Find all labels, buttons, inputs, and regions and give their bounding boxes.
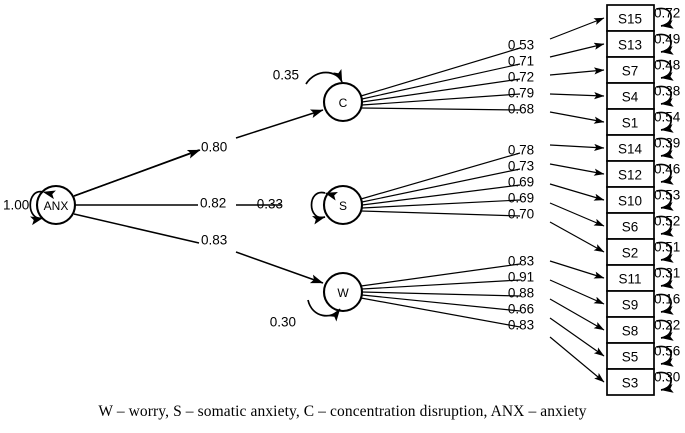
loading-paths-w: 0.83 0.91 0.88 0.66 0.83 xyxy=(360,254,605,383)
indicator-s2-label: S2 xyxy=(622,246,639,261)
loading-c-s4: 0.79 xyxy=(508,86,534,101)
residual-loop-w: 0.30 xyxy=(270,299,341,330)
structural-path-anx-to-w: 0.83 xyxy=(73,213,324,284)
indicator-s8: S8 0.22 xyxy=(606,316,680,344)
residual-w-label: 0.30 xyxy=(270,315,296,330)
indicator-s9: S9 0.16 xyxy=(606,290,680,318)
structural-path-anx-to-c: 0.80 xyxy=(73,109,324,197)
variance-loop-anx: 1.00 xyxy=(3,190,56,226)
indicator-s9-label: S9 xyxy=(622,298,639,313)
indicator-s6: S6 0.52 xyxy=(606,212,680,240)
structural-loading-w: 0.83 xyxy=(201,233,227,248)
indicator-s12: S12 0.46 xyxy=(606,160,680,188)
indicator-s10: S10 0.53 xyxy=(606,186,680,214)
indicator-s15-label: S15 xyxy=(618,12,642,27)
indicator-s3: S3 0.30 xyxy=(606,368,680,396)
residual-s15-label: 0.72 xyxy=(654,6,680,21)
residual-s4-label: 0.38 xyxy=(654,84,680,99)
loading-w-s11: 0.83 xyxy=(508,254,534,269)
residual-s12-label: 0.46 xyxy=(654,162,680,177)
residual-s10-label: 0.53 xyxy=(654,188,680,203)
residual-s9-label: 0.16 xyxy=(654,292,680,307)
loading-w-s5: 0.66 xyxy=(508,302,534,317)
indicator-s11: S11 0.31 xyxy=(606,264,680,292)
loading-s-s6: 0.69 xyxy=(508,191,534,206)
variance-anx-label: 1.00 xyxy=(3,198,29,213)
indicator-s12-label: S12 xyxy=(618,168,642,183)
loading-w-s8: 0.88 xyxy=(508,286,534,301)
indicator-s4: S4 0.38 xyxy=(606,82,680,110)
loading-c-s1: 0.68 xyxy=(508,102,534,117)
structural-loading-c: 0.80 xyxy=(201,140,227,155)
residual-loop-s: 0.33 xyxy=(257,191,338,225)
loading-c-s13: 0.71 xyxy=(508,54,534,69)
node-c-label: C xyxy=(339,96,348,110)
residual-s13-label: 0.49 xyxy=(654,32,680,47)
node-s: S xyxy=(322,184,364,226)
loading-s-s10: 0.69 xyxy=(508,175,534,190)
node-anx-label: ANX xyxy=(44,199,69,213)
loading-c-s7: 0.72 xyxy=(508,70,534,85)
indicator-s2: S2 0.51 xyxy=(606,238,680,266)
indicator-s7: S7 0.48 xyxy=(606,56,680,84)
structural-path-anx-to-s: 0.82 xyxy=(76,196,281,211)
indicator-s13-label: S13 xyxy=(618,38,642,53)
loading-w-s3: 0.83 xyxy=(508,318,534,333)
residual-s3-label: 0.30 xyxy=(654,370,680,385)
residual-s11-label: 0.31 xyxy=(654,266,680,281)
residual-s7-label: 0.48 xyxy=(654,58,680,73)
residual-loop-c: 0.35 xyxy=(273,68,343,85)
indicator-s8-label: S8 xyxy=(622,324,639,339)
loading-paths-c: 0.53 0.71 0.72 0.79 0.68 xyxy=(360,17,605,124)
indicator-s13: S13 0.49 xyxy=(606,30,680,58)
loading-w-s9: 0.91 xyxy=(508,270,534,285)
residual-s6-label: 0.52 xyxy=(654,214,680,229)
node-s-label: S xyxy=(339,199,347,213)
loading-s-s2: 0.70 xyxy=(508,207,534,222)
indicator-s4-label: S4 xyxy=(622,90,639,105)
indicator-s10-label: S10 xyxy=(618,194,642,209)
indicator-s15: S15 0.72 xyxy=(606,4,680,32)
indicator-s5: S5 0.56 xyxy=(606,342,680,370)
residual-c-label: 0.35 xyxy=(273,68,299,83)
indicator-s6-label: S6 xyxy=(622,220,639,235)
node-w-label: W xyxy=(337,286,349,300)
figure-caption: W – worry, S – somatic anxiety, C – conc… xyxy=(98,403,587,420)
residual-s1-label: 0.54 xyxy=(654,110,681,125)
residual-s2-label: 0.51 xyxy=(654,240,680,255)
indicator-s14-label: S14 xyxy=(618,142,643,157)
indicator-s3-label: S3 xyxy=(622,376,639,391)
indicator-s5-label: S5 xyxy=(622,350,639,365)
node-c: C xyxy=(322,81,364,123)
loading-c-s15: 0.53 xyxy=(508,38,534,53)
indicator-s14: S14 0.39 xyxy=(606,134,680,162)
residual-s-label: 0.33 xyxy=(257,197,283,212)
indicator-s1-label: S1 xyxy=(622,116,639,131)
loading-paths-s: 0.78 0.73 0.69 0.69 0.70 xyxy=(360,143,605,253)
residual-s8-label: 0.22 xyxy=(654,318,680,333)
indicator-s7-label: S7 xyxy=(622,64,639,79)
residual-s5-label: 0.56 xyxy=(654,344,680,359)
loading-s-s12: 0.73 xyxy=(508,159,534,174)
indicator-s1: S1 0.54 xyxy=(606,108,681,136)
loading-s-s14: 0.78 xyxy=(508,143,534,158)
indicator-s11-label: S11 xyxy=(618,272,641,287)
structural-loading-s: 0.82 xyxy=(200,196,226,211)
node-w: W xyxy=(322,271,364,313)
residual-s14-label: 0.39 xyxy=(654,136,680,151)
